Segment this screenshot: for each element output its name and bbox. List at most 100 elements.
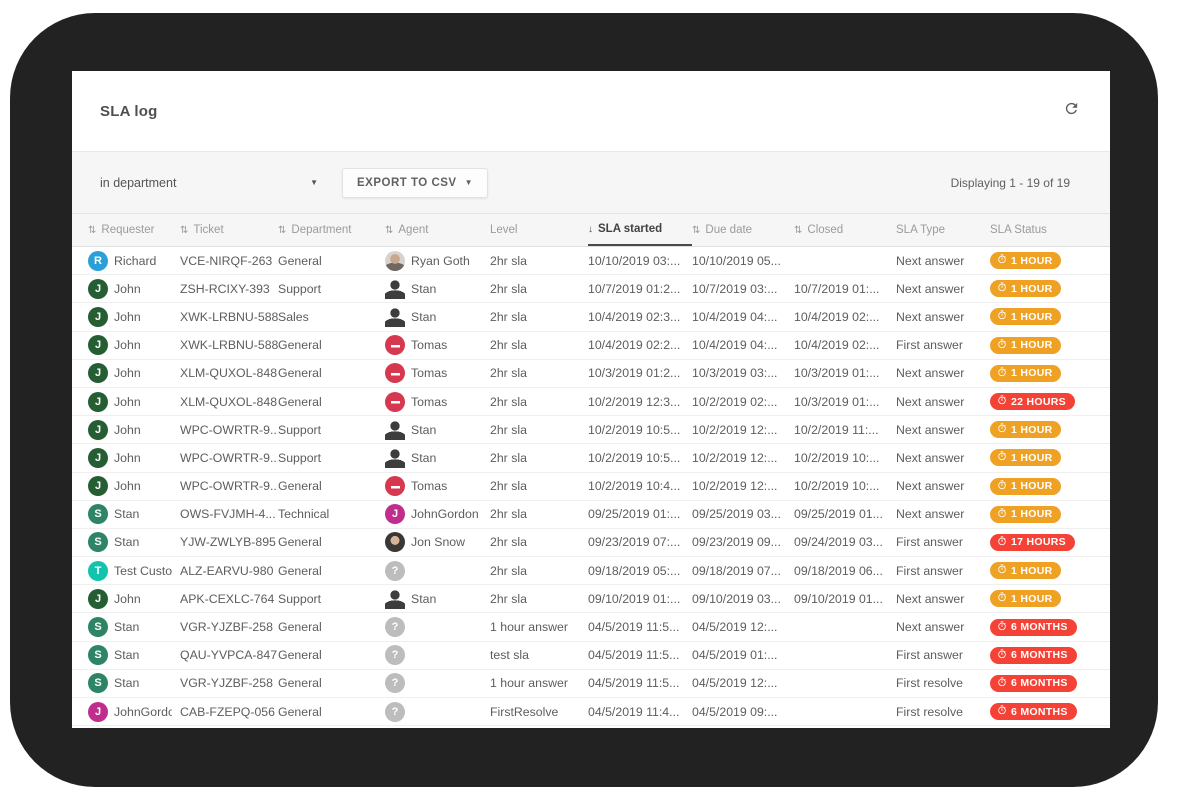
sla-status-badge: 1 HOUR xyxy=(990,364,1062,382)
stopwatch-icon xyxy=(997,423,1007,436)
sla-status-cell: 1 HOUR xyxy=(990,336,1094,354)
sla-status-cell: 1 HOUR xyxy=(990,562,1094,580)
level-cell: 2hr sla xyxy=(490,422,527,437)
sla-type-cell: First answer xyxy=(896,535,963,550)
ticket-cell: XLM-QUXOL-848 xyxy=(180,366,278,381)
due-date-cell: 09/23/2019 09... xyxy=(692,535,781,550)
closed-cell: 10/2/2019 11:... xyxy=(794,422,879,437)
requester-name: Stan xyxy=(114,620,140,635)
level-cell: 2hr sla xyxy=(490,253,527,268)
level-cell: test sla xyxy=(490,648,529,663)
table-row[interactable]: J John XLM-QUXOL-848 General Tomas 2hr s… xyxy=(72,387,1110,417)
chevron-down-icon: ▼ xyxy=(464,177,474,187)
stopwatch-icon xyxy=(997,339,1007,352)
column-header-department[interactable]: ⇅ Department xyxy=(278,224,352,236)
column-header-sla-status: SLA Status xyxy=(990,224,1047,236)
agent-cell: Tomas xyxy=(385,335,490,356)
requester-name: John xyxy=(114,394,141,409)
table-row[interactable]: S Stan QAU-YVPCA-847 General ? test sla … xyxy=(72,641,1110,670)
column-header-agent[interactable]: ⇅ Agent xyxy=(385,224,429,236)
table-row[interactable]: S Stan YJW-ZWLYB-895 General Jon Snow 2h… xyxy=(72,528,1110,558)
requester-cell: S Stan xyxy=(88,673,180,694)
table-row[interactable]: S Stan OWS-FVJMH-4... Technical J JohnGo… xyxy=(72,500,1110,529)
requester-avatar: J xyxy=(88,391,108,412)
table-row[interactable]: S Stan VGR-YJZBF-258 General ? 1 hour an… xyxy=(72,669,1110,698)
level-cell: 2hr sla xyxy=(490,281,527,296)
sla-started-cell: 09/10/2019 01:... xyxy=(588,591,681,606)
department-cell: General xyxy=(278,676,322,691)
export-csv-button[interactable]: EXPORT TO CSV ▼ xyxy=(342,167,489,198)
table-row[interactable]: J John WPC-OWRTR-9... Support Stan 2hr s… xyxy=(72,416,1110,445)
sla-type-cell: Next answer xyxy=(896,507,965,522)
stopwatch-icon xyxy=(997,282,1007,295)
agent-avatar: ? xyxy=(385,617,405,638)
table-row[interactable]: T Test Customer ALZ-EARVU-980 General ? … xyxy=(72,557,1110,586)
sla-status-label: 1 HOUR xyxy=(1011,254,1053,267)
table-row[interactable]: J John APK-CEXLC-764 Support Stan 2hr sl… xyxy=(72,585,1110,614)
table-row[interactable]: J John XWK-LRBNU-588 Sales Stan 2hr sla … xyxy=(72,303,1110,332)
requester-avatar: J xyxy=(88,701,108,722)
requester-avatar: J xyxy=(88,447,108,468)
requester-name: Stan xyxy=(114,507,140,522)
stopwatch-icon xyxy=(997,508,1007,521)
stopwatch-icon xyxy=(997,536,1007,549)
table-body: R Richard VCE-NIRQF-263 General Ryan Got… xyxy=(72,247,1110,728)
sla-status-cell: 1 HOUR xyxy=(990,280,1094,298)
agent-name: Stan xyxy=(411,281,437,296)
closed-cell: 10/4/2019 02:... xyxy=(794,338,880,353)
agent-avatar xyxy=(385,476,405,497)
sla-status-label: 6 MONTHS xyxy=(1011,649,1068,662)
table-row[interactable]: R Richard VCE-NIRQF-263 General Ryan Got… xyxy=(72,247,1110,276)
sla-status-badge: 1 HOUR xyxy=(990,336,1062,354)
agent-name: Stan xyxy=(411,309,437,324)
requester-avatar: J xyxy=(88,476,108,497)
agent-name: Tomas xyxy=(411,394,448,409)
requester-avatar: R xyxy=(88,250,108,271)
agent-avatar: ? xyxy=(385,701,405,722)
table-row[interactable]: J JohnGordon CAB-FZEPQ-056 General ? Fir… xyxy=(72,698,1110,727)
column-header-requester[interactable]: ⇅ Requester xyxy=(88,224,155,236)
requester-name: John xyxy=(114,591,141,606)
agent-cell: J JohnGordon xyxy=(385,504,490,525)
table-row[interactable]: J John XWK-LRBNU-588 General Tomas 2hr s… xyxy=(72,331,1110,360)
refresh-button[interactable] xyxy=(1058,98,1084,124)
sla-status-label: 1 HOUR xyxy=(1011,508,1053,521)
sla-status-badge: 1 HOUR xyxy=(990,505,1062,523)
agent-cell: ? xyxy=(385,645,490,666)
department-filter-select[interactable]: in department ▼ xyxy=(100,176,318,190)
column-header-closed[interactable]: ⇅ Closed xyxy=(794,224,844,236)
stopwatch-icon xyxy=(997,480,1007,493)
requester-cell: J John xyxy=(88,588,180,609)
sla-started-cell: 09/18/2019 05:... xyxy=(588,563,681,578)
sla-type-cell: Next answer xyxy=(896,620,965,635)
agent-name: Tomas xyxy=(411,479,448,494)
column-header-due-date[interactable]: ⇅ Due date xyxy=(692,224,753,236)
table-row[interactable]: J John XLM-QUXOL-848 General Tomas 2hr s… xyxy=(72,359,1110,388)
requester-name: John xyxy=(114,366,141,381)
table-row[interactable]: J John WPC-OWRTR-9... Support Stan 2hr s… xyxy=(72,444,1110,473)
requester-name: Stan xyxy=(114,535,140,550)
department-cell: General xyxy=(278,479,322,494)
sla-type-cell: Next answer xyxy=(896,422,965,437)
department-cell: General xyxy=(278,253,322,268)
ticket-cell: OWS-FVJMH-4... xyxy=(180,507,276,522)
column-header-sla-started[interactable]: ↓ SLA started xyxy=(588,214,692,246)
level-cell: 2hr sla xyxy=(490,535,527,550)
export-csv-label: EXPORT TO CSV xyxy=(357,176,457,189)
table-row[interactable]: J John ZSH-RCIXY-393 Support Stan 2hr sl… xyxy=(72,275,1110,304)
requester-cell: J John xyxy=(88,335,180,356)
agent-name: Jon Snow xyxy=(411,535,466,550)
sla-status-label: 1 HOUR xyxy=(1011,339,1053,352)
agent-name: Ryan Goth xyxy=(411,253,470,268)
column-header-ticket[interactable]: ⇅ Ticket xyxy=(180,224,224,236)
sla-started-cell: 10/3/2019 01:2... xyxy=(588,366,681,381)
table-row[interactable]: J John WPC-OWRTR-9... General Tomas 2hr … xyxy=(72,472,1110,501)
title-bar: SLA log xyxy=(72,71,1110,152)
sla-status-label: 1 HOUR xyxy=(1011,423,1053,436)
sla-started-cell: 10/2/2019 12:3... xyxy=(588,394,681,409)
agent-cell: Stan xyxy=(385,447,490,468)
level-cell: 2hr sla xyxy=(490,479,527,494)
ticket-cell: WPC-OWRTR-9... xyxy=(180,450,278,465)
sla-status-label: 6 MONTHS xyxy=(1011,677,1068,690)
table-row[interactable]: S Stan VGR-YJZBF-258 General ? 1 hour an… xyxy=(72,613,1110,642)
